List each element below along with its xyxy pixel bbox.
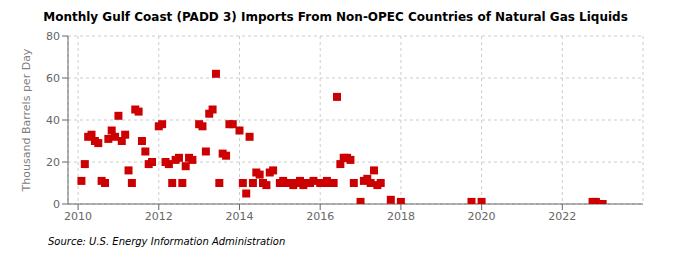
html-text:Source: U.S. Energy Informatio: Source: U.S. Energy Information Administ… — [48, 236, 286, 247]
svg-text:20: 20 — [46, 156, 60, 169]
svg-text:2022: 2022 — [548, 210, 576, 223]
svg-text:2020: 2020 — [468, 210, 496, 223]
svg-text:0: 0 — [53, 198, 60, 211]
html-text:Monthly Gulf Coast (PADD 3) Im: Monthly Gulf Coast (PADD 3) Imports From… — [43, 10, 628, 24]
svg-text:80: 80 — [46, 30, 60, 43]
svg-text:Thousand Barrels per Day: Thousand Barrels per Day — [20, 48, 33, 192]
svg-text:2010: 2010 — [64, 210, 92, 223]
svg-text:2012: 2012 — [145, 210, 173, 223]
svg-text:2016: 2016 — [306, 210, 334, 223]
svg-text:2014: 2014 — [225, 210, 253, 223]
svg-text:60: 60 — [46, 72, 60, 85]
svg-text:2018: 2018 — [387, 210, 415, 223]
svg-text:40: 40 — [46, 114, 60, 127]
